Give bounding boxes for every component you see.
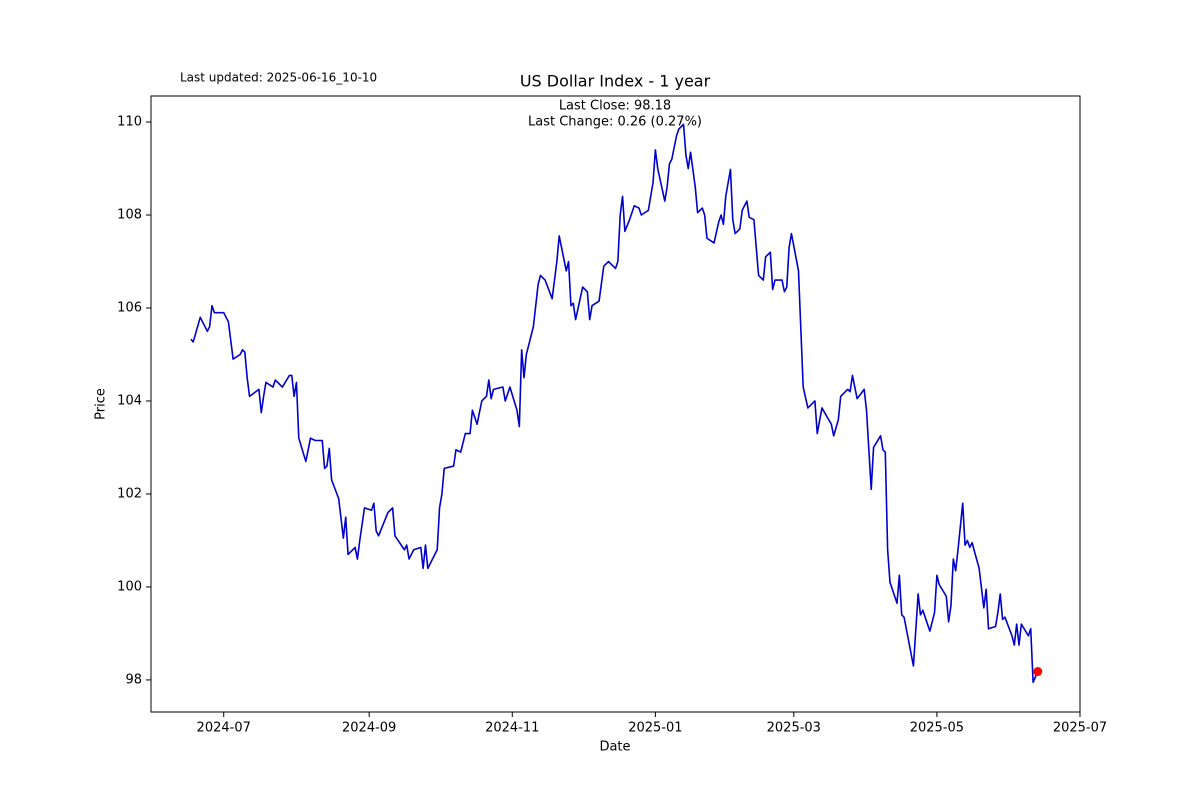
y-tick-label: 104 xyxy=(117,393,142,408)
price-line xyxy=(190,123,1039,684)
last-updated: Last updated: 2025-06-16_10-10 xyxy=(180,71,377,85)
y-tick-label: 108 xyxy=(117,208,142,223)
plot-frame xyxy=(150,95,1081,713)
annotation: Last Change: 0.26 (0.27%) xyxy=(528,115,702,130)
x-tick-label: 2024-09 xyxy=(342,721,396,736)
x-tick-label: 2025-07 xyxy=(1053,721,1107,736)
y-tick-label: 102 xyxy=(117,486,142,501)
y-tick-label: 110 xyxy=(117,115,142,130)
last-point xyxy=(1033,667,1043,677)
annotation: Last Close: 98.18 xyxy=(559,99,671,114)
y-axis-label: Price xyxy=(94,388,109,420)
x-tick-label: 2025-01 xyxy=(628,721,682,736)
chart-title: US Dollar Index - 1 year xyxy=(520,72,711,91)
y-tick-label: 98 xyxy=(125,672,142,687)
x-tick-label: 2024-11 xyxy=(485,721,539,736)
x-tick-label: 2025-05 xyxy=(910,721,964,736)
x-tick-label: 2024-07 xyxy=(197,721,251,736)
x-tick-label: 2025-03 xyxy=(767,721,821,736)
y-tick-label: 100 xyxy=(117,579,142,594)
x-axis-label: Date xyxy=(599,740,630,755)
y-tick-label: 106 xyxy=(117,300,142,315)
